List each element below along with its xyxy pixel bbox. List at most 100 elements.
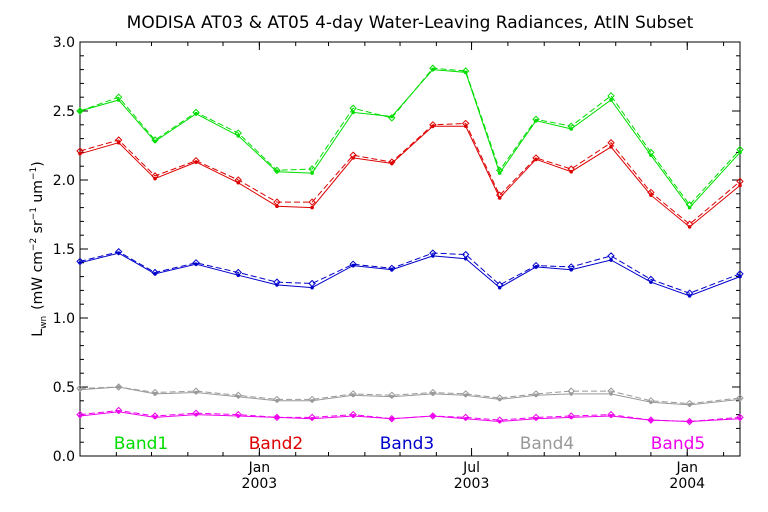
data-point xyxy=(429,412,437,420)
y-tick-label: 2.5 xyxy=(53,104,75,120)
data-point xyxy=(390,416,394,421)
data-point xyxy=(685,201,694,209)
legend-item-band4: Band4 xyxy=(520,434,574,454)
data-point xyxy=(114,248,123,256)
data-point xyxy=(647,416,655,424)
data-point xyxy=(738,183,742,188)
data-point xyxy=(310,285,314,290)
data-point xyxy=(275,204,279,209)
data-point xyxy=(151,388,159,397)
series-line-band1-solid xyxy=(79,69,741,209)
data-point xyxy=(461,119,470,128)
data-point xyxy=(461,250,470,259)
data-point xyxy=(429,64,437,72)
data-point xyxy=(151,136,159,144)
data-point xyxy=(388,264,396,273)
data-point xyxy=(388,158,396,166)
data-point xyxy=(567,165,575,173)
data-point xyxy=(607,252,615,260)
legend-item-band5: Band5 xyxy=(651,434,705,454)
data-point xyxy=(609,98,613,102)
data-point xyxy=(234,176,242,184)
data-point xyxy=(308,413,316,422)
data-point xyxy=(567,412,575,420)
data-point xyxy=(736,394,744,402)
data-point xyxy=(273,166,281,175)
data-point xyxy=(388,415,396,423)
data-point xyxy=(495,394,504,402)
series-line-band2-dashed xyxy=(79,122,741,225)
y-label-exp1: −2 xyxy=(29,238,39,251)
data-point xyxy=(234,129,242,137)
y-tick-label: 0.0 xyxy=(53,449,75,465)
data-point xyxy=(308,198,316,206)
y-label-close: ) xyxy=(30,161,46,166)
series-line-band5-solid xyxy=(79,411,741,423)
data-point xyxy=(685,399,694,408)
data-point xyxy=(349,260,357,268)
data-point xyxy=(495,166,504,175)
series-line-band2-solid xyxy=(79,125,741,228)
series-line-band1-dashed xyxy=(79,67,741,206)
y-label-sr: sr xyxy=(30,220,46,238)
y-axis-label: Lwn(mW cm−2 sr−1 um−1) xyxy=(29,161,49,336)
data-point xyxy=(388,391,396,399)
data-point xyxy=(567,122,575,130)
data-point xyxy=(349,151,357,159)
data-point xyxy=(76,107,84,115)
data-point xyxy=(609,145,613,149)
data-point xyxy=(532,154,540,162)
data-point xyxy=(461,67,470,75)
data-point xyxy=(308,395,316,404)
data-point xyxy=(567,263,575,271)
data-point xyxy=(461,390,470,398)
data-point xyxy=(736,145,744,154)
data-point xyxy=(275,415,279,420)
data-point xyxy=(607,410,615,419)
data-point xyxy=(151,172,159,180)
data-point xyxy=(114,93,123,101)
series-line-band5-dashed xyxy=(79,409,741,423)
data-point xyxy=(647,148,655,157)
data-point xyxy=(736,413,744,422)
x-tick-label-year: 2003 xyxy=(242,476,278,492)
data-point xyxy=(114,136,123,144)
series-line-band3-dashed xyxy=(79,251,741,294)
data-point xyxy=(234,410,242,419)
data-point xyxy=(351,110,355,115)
series-line-band3-solid xyxy=(79,252,741,297)
y-tick-label: 1.0 xyxy=(53,311,75,327)
data-point xyxy=(461,413,470,422)
legend-item-band3: Band3 xyxy=(380,434,434,454)
data-point xyxy=(647,397,655,405)
series-line-band4-solid xyxy=(79,386,741,406)
y-label-um: um xyxy=(30,180,46,207)
data-point xyxy=(308,165,316,173)
data-point xyxy=(192,156,200,165)
y-tick-label: 1.5 xyxy=(53,242,75,258)
data-point xyxy=(114,383,123,391)
data-point xyxy=(192,108,200,117)
data-point xyxy=(495,416,504,424)
data-point xyxy=(685,220,694,228)
legend: Band1 Band2 Band3 Band4 Band5 xyxy=(114,434,705,454)
data-point xyxy=(463,256,468,261)
y-label-exp2: −1 xyxy=(29,207,39,220)
data-point xyxy=(687,419,692,424)
data-point xyxy=(76,384,84,393)
data-point xyxy=(76,147,84,155)
chart-title: MODISA AT03 & AT05 4-day Water-Leaving R… xyxy=(127,13,694,33)
data-point xyxy=(532,390,540,398)
data-point xyxy=(495,191,504,199)
data-point xyxy=(388,114,396,122)
data-point xyxy=(647,275,655,284)
data-point xyxy=(273,395,281,404)
data-point xyxy=(532,261,540,270)
data-point xyxy=(685,289,694,297)
y-label-sub: wn xyxy=(39,316,49,329)
x-tick-label-year: 2004 xyxy=(669,476,705,492)
data-point xyxy=(685,417,694,426)
data-point xyxy=(429,388,437,397)
data-point xyxy=(273,413,281,422)
